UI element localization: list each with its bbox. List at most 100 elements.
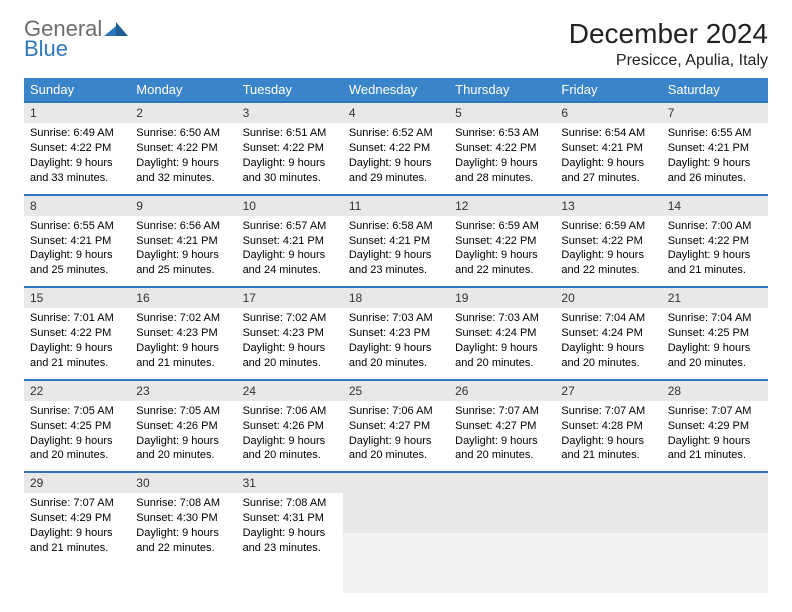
day-number: 18 [343, 288, 449, 308]
calendar-day: 15Sunrise: 7:01 AMSunset: 4:22 PMDayligh… [24, 287, 130, 380]
brand-part2: Blue [24, 38, 128, 60]
day-number: 21 [662, 288, 768, 308]
day-number: 17 [237, 288, 343, 308]
day-number: 29 [24, 473, 130, 493]
day-number [343, 473, 449, 533]
calendar-day: 31Sunrise: 7:08 AMSunset: 4:31 PMDayligh… [237, 472, 343, 593]
calendar-day: 20Sunrise: 7:04 AMSunset: 4:24 PMDayligh… [555, 287, 661, 380]
calendar-day: 17Sunrise: 7:02 AMSunset: 4:23 PMDayligh… [237, 287, 343, 380]
day-body: Sunrise: 6:55 AMSunset: 4:21 PMDaylight:… [24, 216, 130, 286]
day-number: 25 [343, 381, 449, 401]
calendar-day: 4Sunrise: 6:52 AMSunset: 4:22 PMDaylight… [343, 102, 449, 195]
calendar-week: 1Sunrise: 6:49 AMSunset: 4:22 PMDaylight… [24, 102, 768, 195]
calendar-day-empty [555, 472, 661, 593]
calendar-day: 1Sunrise: 6:49 AMSunset: 4:22 PMDaylight… [24, 102, 130, 195]
day-number [555, 473, 661, 533]
calendar-day: 14Sunrise: 7:00 AMSunset: 4:22 PMDayligh… [662, 195, 768, 288]
calendar-day: 30Sunrise: 7:08 AMSunset: 4:30 PMDayligh… [130, 472, 236, 593]
day-number: 1 [24, 103, 130, 123]
calendar-week: 29Sunrise: 7:07 AMSunset: 4:29 PMDayligh… [24, 472, 768, 593]
day-number: 6 [555, 103, 661, 123]
calendar-day: 11Sunrise: 6:58 AMSunset: 4:21 PMDayligh… [343, 195, 449, 288]
calendar-day: 26Sunrise: 7:07 AMSunset: 4:27 PMDayligh… [449, 380, 555, 473]
month-title: December 2024 [569, 18, 768, 50]
weekday-thursday: Thursday [449, 78, 555, 102]
day-body [662, 533, 768, 593]
day-body: Sunrise: 7:01 AMSunset: 4:22 PMDaylight:… [24, 308, 130, 378]
calendar-day: 6Sunrise: 6:54 AMSunset: 4:21 PMDaylight… [555, 102, 661, 195]
day-number: 14 [662, 196, 768, 216]
day-body: Sunrise: 6:54 AMSunset: 4:21 PMDaylight:… [555, 123, 661, 193]
day-number: 20 [555, 288, 661, 308]
calendar-body: 1Sunrise: 6:49 AMSunset: 4:22 PMDaylight… [24, 102, 768, 593]
day-number: 13 [555, 196, 661, 216]
day-body: Sunrise: 6:56 AMSunset: 4:21 PMDaylight:… [130, 216, 236, 286]
calendar-table: SundayMondayTuesdayWednesdayThursdayFrid… [24, 78, 768, 593]
day-body: Sunrise: 7:07 AMSunset: 4:29 PMDaylight:… [24, 493, 130, 563]
day-body: Sunrise: 6:55 AMSunset: 4:21 PMDaylight:… [662, 123, 768, 193]
day-number: 3 [237, 103, 343, 123]
header: GeneralBlue December 2024 Presicce, Apul… [24, 18, 768, 70]
day-body: Sunrise: 6:59 AMSunset: 4:22 PMDaylight:… [449, 216, 555, 286]
day-number: 15 [24, 288, 130, 308]
weekday-tuesday: Tuesday [237, 78, 343, 102]
calendar-day: 12Sunrise: 6:59 AMSunset: 4:22 PMDayligh… [449, 195, 555, 288]
day-body: Sunrise: 7:02 AMSunset: 4:23 PMDaylight:… [237, 308, 343, 378]
day-body [343, 533, 449, 593]
triangle-icon [104, 18, 128, 40]
day-number: 31 [237, 473, 343, 493]
day-number [662, 473, 768, 533]
calendar-head: SundayMondayTuesdayWednesdayThursdayFrid… [24, 78, 768, 102]
day-body: Sunrise: 7:07 AMSunset: 4:29 PMDaylight:… [662, 401, 768, 471]
day-body: Sunrise: 7:06 AMSunset: 4:26 PMDaylight:… [237, 401, 343, 471]
day-number: 10 [237, 196, 343, 216]
day-number: 19 [449, 288, 555, 308]
brand-logo: GeneralBlue [24, 18, 128, 60]
calendar-week: 22Sunrise: 7:05 AMSunset: 4:25 PMDayligh… [24, 380, 768, 473]
day-body: Sunrise: 6:51 AMSunset: 4:22 PMDaylight:… [237, 123, 343, 193]
calendar-day: 23Sunrise: 7:05 AMSunset: 4:26 PMDayligh… [130, 380, 236, 473]
weekday-sunday: Sunday [24, 78, 130, 102]
day-number: 9 [130, 196, 236, 216]
calendar-day: 10Sunrise: 6:57 AMSunset: 4:21 PMDayligh… [237, 195, 343, 288]
day-body: Sunrise: 7:08 AMSunset: 4:30 PMDaylight:… [130, 493, 236, 563]
calendar-day-empty [449, 472, 555, 593]
day-number: 4 [343, 103, 449, 123]
location: Presicce, Apulia, Italy [569, 52, 768, 70]
calendar-day: 3Sunrise: 6:51 AMSunset: 4:22 PMDaylight… [237, 102, 343, 195]
day-number: 7 [662, 103, 768, 123]
day-body: Sunrise: 7:07 AMSunset: 4:27 PMDaylight:… [449, 401, 555, 471]
calendar-day: 13Sunrise: 6:59 AMSunset: 4:22 PMDayligh… [555, 195, 661, 288]
calendar-day: 9Sunrise: 6:56 AMSunset: 4:21 PMDaylight… [130, 195, 236, 288]
calendar-day: 28Sunrise: 7:07 AMSunset: 4:29 PMDayligh… [662, 380, 768, 473]
day-number: 24 [237, 381, 343, 401]
calendar-day-empty [662, 472, 768, 593]
day-body: Sunrise: 7:03 AMSunset: 4:24 PMDaylight:… [449, 308, 555, 378]
day-body: Sunrise: 7:05 AMSunset: 4:25 PMDaylight:… [24, 401, 130, 471]
calendar-day: 27Sunrise: 7:07 AMSunset: 4:28 PMDayligh… [555, 380, 661, 473]
day-body: Sunrise: 6:59 AMSunset: 4:22 PMDaylight:… [555, 216, 661, 286]
day-body: Sunrise: 7:04 AMSunset: 4:24 PMDaylight:… [555, 308, 661, 378]
calendar-day: 21Sunrise: 7:04 AMSunset: 4:25 PMDayligh… [662, 287, 768, 380]
weekday-saturday: Saturday [662, 78, 768, 102]
day-body: Sunrise: 7:07 AMSunset: 4:28 PMDaylight:… [555, 401, 661, 471]
day-number: 23 [130, 381, 236, 401]
day-number: 5 [449, 103, 555, 123]
day-number: 30 [130, 473, 236, 493]
calendar-day: 19Sunrise: 7:03 AMSunset: 4:24 PMDayligh… [449, 287, 555, 380]
calendar-day: 29Sunrise: 7:07 AMSunset: 4:29 PMDayligh… [24, 472, 130, 593]
calendar-day: 7Sunrise: 6:55 AMSunset: 4:21 PMDaylight… [662, 102, 768, 195]
calendar-day: 16Sunrise: 7:02 AMSunset: 4:23 PMDayligh… [130, 287, 236, 380]
calendar-day: 24Sunrise: 7:06 AMSunset: 4:26 PMDayligh… [237, 380, 343, 473]
day-number: 8 [24, 196, 130, 216]
calendar-day: 8Sunrise: 6:55 AMSunset: 4:21 PMDaylight… [24, 195, 130, 288]
day-number [449, 473, 555, 533]
day-number: 12 [449, 196, 555, 216]
day-number: 26 [449, 381, 555, 401]
calendar-day-empty [343, 472, 449, 593]
day-body: Sunrise: 6:49 AMSunset: 4:22 PMDaylight:… [24, 123, 130, 193]
day-body [449, 533, 555, 593]
day-body: Sunrise: 7:06 AMSunset: 4:27 PMDaylight:… [343, 401, 449, 471]
day-body: Sunrise: 7:05 AMSunset: 4:26 PMDaylight:… [130, 401, 236, 471]
day-number: 22 [24, 381, 130, 401]
